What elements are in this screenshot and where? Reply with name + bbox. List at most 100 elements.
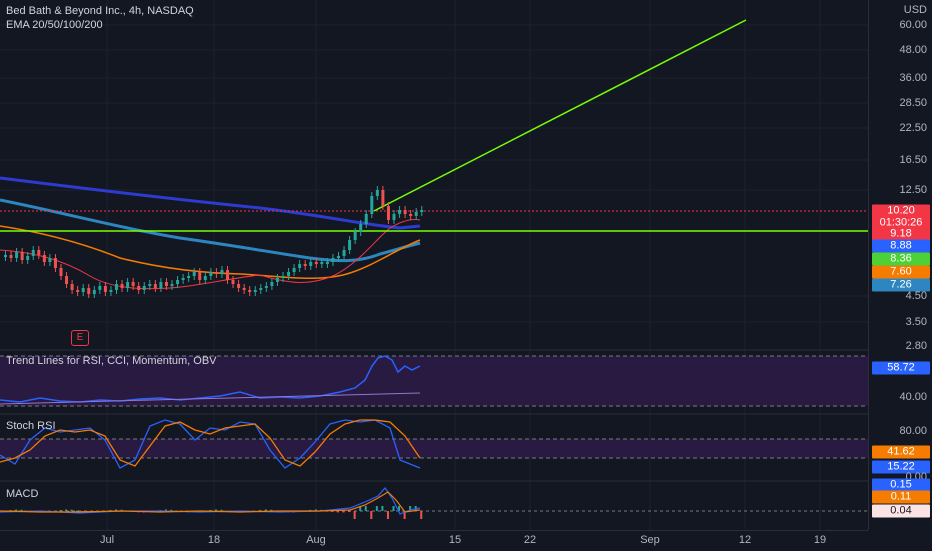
candle-body (142, 286, 146, 290)
macd-bar (20, 509, 23, 511)
rsi-band (0, 356, 868, 406)
macd-bar (381, 506, 384, 511)
candle-body (203, 276, 207, 280)
candle-body (403, 210, 407, 214)
last-price-tag: 10.20 (872, 204, 930, 218)
candle-body (103, 286, 107, 292)
candle-body (42, 255, 46, 262)
candle-body (220, 270, 224, 274)
macd-bar (76, 510, 79, 512)
stoch-k-value-tag: 15.22 (872, 460, 930, 474)
macd-bar (375, 506, 378, 511)
time-axis[interactable]: Jul 18 Aug 15 22 Sep 12 19 (0, 530, 868, 551)
candle-body (325, 262, 329, 264)
candle-body (231, 280, 235, 284)
price-tick: 3.50 (905, 316, 927, 328)
macd-bar (214, 509, 217, 511)
candle-body (386, 206, 390, 220)
candle-body (303, 264, 307, 266)
macd-bar (337, 511, 339, 513)
macd-bar (348, 511, 351, 512)
time-tick: Jul (99, 534, 115, 546)
macd-bar (15, 509, 18, 511)
trendline-up[interactable] (373, 19, 747, 212)
candle-body (59, 268, 63, 276)
stoch-pane-title[interactable]: Stoch RSI (6, 420, 56, 432)
macd-bar (59, 510, 62, 512)
macd-bar (109, 509, 112, 511)
candle-body (298, 264, 302, 268)
ema20-value-tag: 9.18 (872, 227, 930, 241)
candle-body (242, 288, 246, 290)
candle-body (381, 190, 385, 206)
candle-body (253, 290, 257, 292)
price-tick: 48.00 (899, 44, 927, 56)
candle-body (15, 252, 19, 258)
candle-body (292, 268, 296, 272)
candle-body (314, 262, 318, 264)
macd-bar (70, 509, 73, 511)
price-tick: 36.00 (899, 72, 927, 84)
price-tick: 22.50 (899, 122, 927, 134)
price-tick: 4.50 (905, 290, 927, 302)
candle-body (392, 214, 396, 220)
macd-pane-title[interactable]: MACD (6, 488, 39, 500)
candle-body (192, 272, 196, 276)
macd-signal-line (0, 491, 421, 513)
macd-bar (270, 509, 273, 511)
candle-body (181, 278, 185, 280)
stoch-d-value-tag: 41.62 (872, 445, 930, 459)
macd-bar (220, 509, 223, 511)
candle-body (331, 258, 335, 262)
price-tick: 16.50 (899, 154, 927, 166)
candle-body (115, 284, 118, 290)
price-scale[interactable]: USD 60.00 48.00 36.00 28.50 22.50 16.50 … (868, 0, 932, 530)
candle-body (270, 282, 274, 286)
ema100-value-tag: 7.26 (872, 278, 930, 292)
candle-body (275, 278, 279, 282)
candle-body (120, 284, 124, 288)
macd-bar (331, 511, 334, 512)
candle-body (287, 272, 291, 276)
candle-body (364, 214, 368, 224)
candle-body (31, 250, 35, 256)
macd-bar (342, 511, 345, 513)
time-tick: 18 (207, 534, 221, 546)
candle-body (420, 210, 424, 212)
symbol-title[interactable]: Bed Bath & Beyond Inc., 4h, NASDAQ (6, 5, 194, 17)
time-tick: 12 (738, 534, 752, 546)
rsi-line (0, 355, 421, 403)
macd-bar (370, 511, 373, 519)
macd-bar (115, 509, 117, 511)
time-tick: Sep (640, 534, 660, 546)
candle-body (309, 262, 313, 266)
rsi-tick: 40.00 (899, 391, 927, 403)
candle-body (259, 288, 263, 290)
candle-body (264, 286, 268, 288)
macd-bar (403, 511, 406, 519)
candle-body (320, 262, 324, 264)
candle-body (337, 256, 340, 258)
candle-body (348, 240, 352, 250)
candle-body (170, 284, 174, 286)
earnings-event-badge[interactable]: E (71, 330, 89, 346)
price-chart[interactable] (0, 0, 868, 530)
countdown-tag: 01:30:26 (872, 216, 930, 230)
macd-bar (209, 509, 212, 511)
candle-body (409, 214, 413, 216)
rsi-pane-title[interactable]: Trend Lines for RSI, CCI, Momentum, OBV (6, 355, 217, 367)
candle-body (359, 224, 363, 232)
candle-body (137, 286, 141, 290)
ema-indicator-label[interactable]: EMA 20/50/100/200 (6, 19, 103, 31)
candle-body (26, 256, 30, 260)
rsi-trendline (0, 392, 421, 405)
price-tick: 28.50 (899, 97, 927, 109)
macd-signal-value-tag: 0.11 (872, 490, 930, 504)
candle-body (98, 286, 102, 290)
macd-bar (65, 509, 68, 511)
candle-body (198, 272, 202, 280)
candle-body (342, 250, 346, 256)
ema20-line (0, 219, 421, 290)
price-tick: 2.80 (905, 340, 927, 352)
candle-body (20, 252, 24, 260)
